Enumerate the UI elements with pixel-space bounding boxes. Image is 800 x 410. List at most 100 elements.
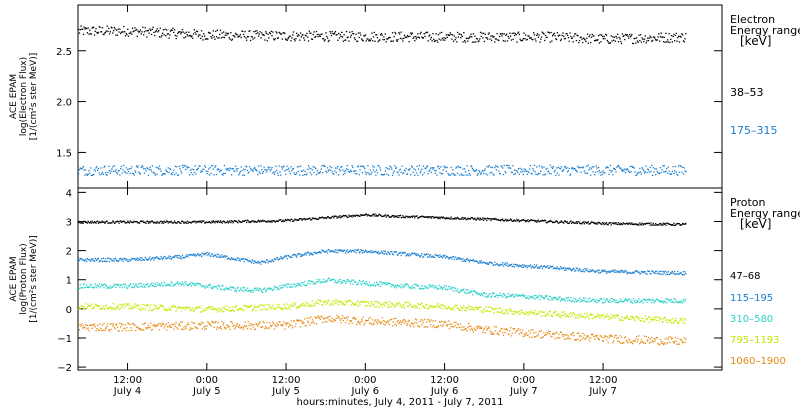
data-point [624,270,626,272]
data-point [129,32,131,34]
data-point [589,313,591,315]
data-point [406,283,408,286]
data-point [312,217,314,219]
data-point [321,216,323,218]
data-point [125,167,127,169]
data-point [209,323,211,326]
data-point [85,28,88,30]
data-point [160,170,162,172]
data-point [246,169,249,172]
data-point [366,251,368,254]
data-point [107,30,109,32]
data-point [635,223,637,225]
data-point [291,170,293,172]
data-point [449,174,451,176]
data-point [529,265,531,267]
data-point [576,267,578,270]
data-point [91,174,93,176]
data-point [239,327,241,329]
data-point [392,172,394,174]
data-point [651,224,653,226]
data-point [609,222,611,224]
data-point [338,216,340,218]
data-point [218,310,220,312]
data-point [188,166,190,169]
data-point [418,36,420,38]
data-point [613,314,616,317]
data-point [145,305,147,308]
data-point [301,322,303,324]
data-point [265,169,267,171]
data-point [418,288,421,290]
data-point [227,32,230,35]
data-point [577,269,579,271]
data-point [143,259,145,261]
data-point [285,169,287,171]
data-point [194,326,196,328]
data-point [164,255,166,258]
data-point [334,251,336,253]
data-point [182,328,184,331]
data-point [184,282,186,284]
data-point [456,217,458,219]
data-point [330,303,333,305]
data-point [378,253,380,255]
data-point [179,325,181,327]
data-point [193,171,195,174]
data-point [460,258,462,260]
data-point [242,220,245,222]
data-point [551,314,553,316]
data-point [119,322,121,324]
data-point [399,215,401,217]
data-point [293,172,295,174]
data-point [431,216,433,218]
data-point [431,306,433,308]
data-point [552,167,554,170]
data-point [342,40,344,42]
data-point [196,220,199,223]
data-point [127,170,130,173]
data-point [305,301,307,303]
data-point [557,35,559,37]
data-point [356,40,358,42]
data-point [218,168,220,171]
data-point [464,307,467,309]
data-point [621,316,623,318]
data-point [85,260,88,263]
data-point [616,314,618,316]
data-point [671,41,673,43]
data-point [190,172,192,174]
data-point [361,39,364,41]
data-point [368,284,370,286]
data-point [326,302,329,304]
data-point [682,223,685,225]
data-point [604,172,606,174]
data-point [538,267,540,269]
data-point [294,325,296,328]
data-point [183,256,185,259]
data-point [288,219,290,221]
data-point [326,167,329,169]
data-point [309,217,311,219]
data-point [106,307,108,309]
data-point [131,221,134,224]
data-point [663,318,665,320]
data-point [665,319,667,322]
data-point [108,329,110,331]
data-point [410,254,412,256]
data-point [130,31,132,33]
data-point [636,316,639,319]
data-point [419,303,421,306]
data-point [340,166,342,168]
data-point [651,164,653,167]
data-point [481,311,483,313]
data-point [478,293,480,295]
data-point [552,315,554,317]
data-point [509,32,511,34]
data-point [90,174,92,177]
data-point [592,314,594,316]
data-point [360,165,362,167]
legend-title: Electron [730,13,775,26]
data-point [118,31,120,33]
data-point [155,222,157,224]
